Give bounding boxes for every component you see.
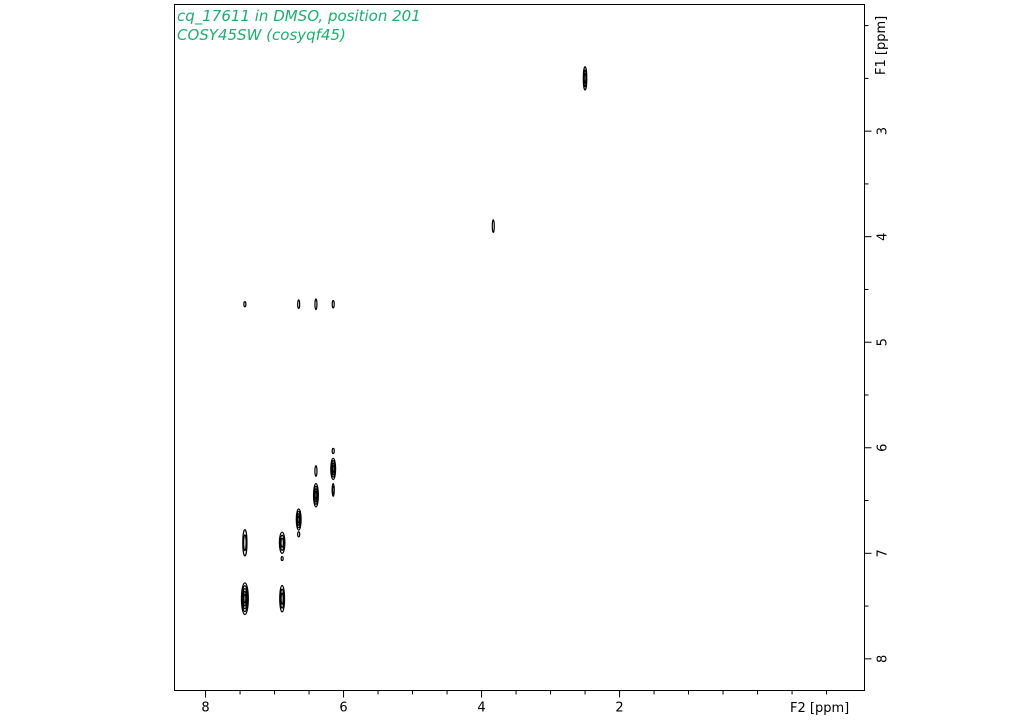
- contour-level: [331, 447, 335, 455]
- contour-level: [314, 298, 318, 311]
- contour-level: [279, 588, 285, 609]
- contour-level: [297, 531, 301, 538]
- cross-peak: [331, 299, 335, 309]
- x-axis: 8 6 4 2: [201, 690, 828, 716]
- plot-frame: [174, 4, 865, 691]
- contour-level: [243, 534, 247, 552]
- contour-level: [331, 299, 335, 309]
- x-tick-label: 2: [615, 701, 623, 716]
- spectrum-title-line-1: cq_17611 in DMSO, position 201: [177, 7, 421, 26]
- spectrum-title-line-2: COSY45SW (cosyqf45): [177, 26, 346, 44]
- contour-level: [240, 582, 249, 616]
- x-tick-label: 6: [339, 701, 347, 716]
- x-axis-title: F2 [ppm]: [790, 701, 849, 716]
- contour-level: [583, 72, 587, 84]
- cross-peak: [314, 465, 318, 477]
- y-tick-label: 8: [876, 655, 891, 663]
- contour-level: [241, 585, 249, 613]
- contour-level: [242, 528, 248, 557]
- cross-peak: [312, 483, 319, 508]
- contour-level: [243, 593, 247, 604]
- cross-peak: [240, 582, 249, 616]
- contour-level: [314, 490, 318, 500]
- cross-peaks: [240, 66, 588, 616]
- cross-peak: [331, 447, 335, 455]
- contour-level: [297, 299, 301, 310]
- contour-level: [331, 485, 335, 495]
- cross-peak: [278, 531, 286, 554]
- contour-level: [278, 531, 286, 554]
- cross-peak: [491, 219, 495, 234]
- y-tick-label: 3: [876, 127, 891, 135]
- cross-peak: [330, 457, 337, 481]
- cross-peak: [582, 66, 588, 91]
- y-tick-label: 5: [876, 338, 891, 346]
- contour-level: [280, 537, 284, 548]
- x-tick-label: 8: [201, 701, 209, 716]
- contour-level: [242, 590, 248, 607]
- y-axis-title: F1 [ppm]: [874, 16, 889, 75]
- y-tick-label: 7: [876, 549, 891, 557]
- cross-peak: [279, 584, 286, 613]
- cross-peak: [297, 531, 301, 538]
- contour-level: [280, 592, 284, 605]
- y-axis: 3 4 5 6 7 8: [864, 25, 891, 663]
- contour-level: [279, 534, 285, 551]
- contour-level: [314, 465, 318, 477]
- cross-peak: [295, 508, 302, 531]
- contour-level: [331, 464, 335, 473]
- cross-peak: [242, 528, 248, 557]
- cross-peak: [243, 300, 247, 308]
- y-tick-label: 6: [876, 444, 891, 452]
- x-tick-label: 4: [477, 701, 485, 716]
- cross-peak: [331, 483, 335, 497]
- contour-level: [297, 515, 301, 524]
- contour-level: [243, 300, 247, 308]
- cross-peak: [314, 298, 318, 311]
- contour-level: [491, 219, 495, 234]
- y-tick-label: 4: [876, 233, 891, 241]
- contour-level: [242, 588, 248, 610]
- cross-peak: [297, 299, 301, 310]
- cross-peak: [280, 555, 284, 562]
- contour-level: [279, 584, 286, 613]
- contour-level: [280, 555, 284, 562]
